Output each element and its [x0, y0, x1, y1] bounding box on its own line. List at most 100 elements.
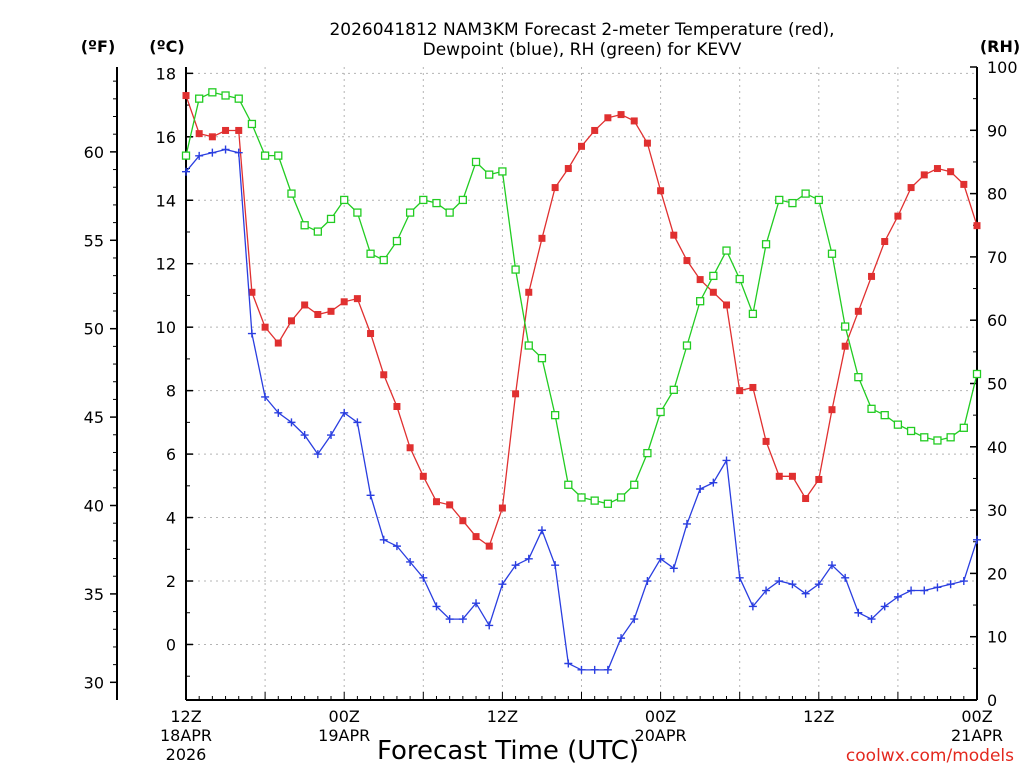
- rh-tick-label: 30: [987, 501, 1007, 520]
- 2-meter-temperature-point: [564, 165, 572, 173]
- 2-meter-temperature-point: [340, 298, 348, 306]
- dewpoint-point: [907, 586, 916, 595]
- 2-meter-temperature-point: [393, 403, 401, 411]
- 2-meter-temperature-point: [274, 339, 282, 347]
- dewpoint-point: [801, 589, 810, 598]
- rh-point: [775, 195, 784, 205]
- 2-meter-temperature-point: [485, 542, 493, 550]
- dewpoint-point: [762, 586, 771, 595]
- dewpoint-point: [564, 659, 573, 668]
- rh-point: [287, 189, 296, 198]
- 2-meter-temperature-point: [538, 234, 546, 242]
- 2-meter-temperature-point: [617, 111, 625, 119]
- 2-meter-temperature-point: [235, 126, 243, 134]
- 2-meter-temperature-point: [973, 222, 981, 230]
- 2-meter-temperature-point: [723, 301, 731, 309]
- dewpoint-point: [182, 167, 190, 176]
- fahrenheit-tick-label: 45: [84, 408, 104, 427]
- 2-meter-temperature-point: [604, 114, 612, 122]
- 2-meter-temperature-point: [327, 307, 335, 315]
- rh-point: [643, 448, 652, 458]
- rh-point: [353, 208, 362, 217]
- 2-meter-temperature-point: [947, 168, 955, 176]
- dewpoint-point: [287, 418, 296, 427]
- dewpoint-point: [247, 329, 256, 338]
- rh-point: [405, 208, 415, 217]
- rh-point: [946, 433, 955, 442]
- dewpoint-point: [959, 577, 968, 586]
- dewpoint-point: [973, 535, 981, 544]
- x-tick-year-label: 2026: [166, 745, 207, 764]
- rh-point: [208, 88, 217, 97]
- 2-meter-temperature-point: [551, 184, 559, 192]
- rh-point: [511, 265, 520, 274]
- rh-tick-label: 70: [987, 248, 1007, 267]
- rh-point: [841, 322, 850, 331]
- rh-point: [234, 94, 243, 103]
- rh-point: [814, 195, 823, 205]
- 2-meter-temperature-point: [920, 171, 928, 179]
- dewpoint-point: [537, 526, 546, 535]
- dewpoint-point: [735, 573, 744, 582]
- rh-point: [326, 214, 336, 224]
- dewpoint-point: [643, 577, 652, 586]
- x-tick-date-label: 21APR: [951, 726, 1003, 745]
- dewpoint-point: [208, 148, 217, 157]
- fahrenheit-tick-label: 40: [84, 497, 104, 516]
- rh-tick-label: 60: [987, 311, 1007, 330]
- rh-point: [537, 354, 547, 363]
- rh-point: [300, 221, 309, 230]
- rh-point: [195, 94, 204, 103]
- dewpoint-point: [748, 602, 757, 611]
- dewpoint-point: [854, 608, 863, 617]
- dewpoint-point: [880, 602, 889, 611]
- rh-point: [867, 404, 876, 413]
- rh-point: [260, 151, 270, 160]
- rh-tick-label: 20: [987, 564, 1007, 583]
- dewpoint-point: [327, 431, 336, 440]
- 2-meter-temperature-point: [960, 180, 968, 188]
- rh-point: [432, 198, 441, 208]
- fahrenheit-tick-label: 30: [84, 673, 104, 692]
- rh-point: [880, 410, 889, 420]
- celsius-tick-label: 12: [156, 255, 176, 274]
- rh-point: [392, 236, 402, 246]
- celsius-tick-label: 10: [156, 318, 176, 337]
- dewpoint-point: [867, 615, 876, 624]
- dewpoint-point: [630, 615, 639, 624]
- celsius-tick-label: 0: [166, 635, 176, 654]
- rh-point: [748, 309, 758, 319]
- dewpoint-point: [419, 573, 428, 582]
- rh-tick-label: 10: [987, 628, 1007, 647]
- rh-point: [603, 499, 613, 508]
- rh-point: [181, 151, 191, 160]
- rh-point: [550, 410, 560, 420]
- dewpoint-point: [920, 586, 929, 595]
- fahrenheit-tick-label: 50: [84, 320, 104, 339]
- 2-meter-temperature-point: [630, 117, 638, 125]
- rh-point: [801, 189, 810, 198]
- rh-point: [854, 373, 863, 382]
- fahrenheit-tick-label: 35: [84, 585, 104, 604]
- x-axis-label: Forecast Time (UTC): [377, 736, 639, 766]
- 2-meter-temperature-point: [841, 342, 849, 350]
- dewpoint-point: [933, 583, 942, 592]
- 2-meter-temperature-point: [854, 307, 862, 315]
- rh-point: [920, 433, 929, 442]
- rh-point: [972, 369, 982, 379]
- rh-point: [340, 195, 349, 205]
- 2-meter-temperature-point: [578, 142, 585, 150]
- 2-meter-temperature-point: [709, 288, 717, 296]
- rh-line: [185, 91, 978, 505]
- rh-point: [722, 246, 731, 255]
- celsius-tick-label: 14: [156, 191, 176, 210]
- x-tick-time-label: 12Z: [170, 707, 201, 726]
- dewpoint-point: [392, 542, 401, 551]
- 2-meter-temperature-point: [287, 317, 295, 325]
- 2-meter-temperature-point: [353, 295, 361, 303]
- 2-meter-temperature-point: [472, 533, 480, 541]
- axis-ticks: 0 2 4 6 8 10 12 14 16 18 30 35 40 45 50 55 60 0 10 20 30 40 50…: [84, 58, 1018, 764]
- 2-meter-temperature-point: [762, 437, 770, 445]
- rh-point: [656, 407, 665, 417]
- rh-unit-label: (RH): [980, 37, 1020, 56]
